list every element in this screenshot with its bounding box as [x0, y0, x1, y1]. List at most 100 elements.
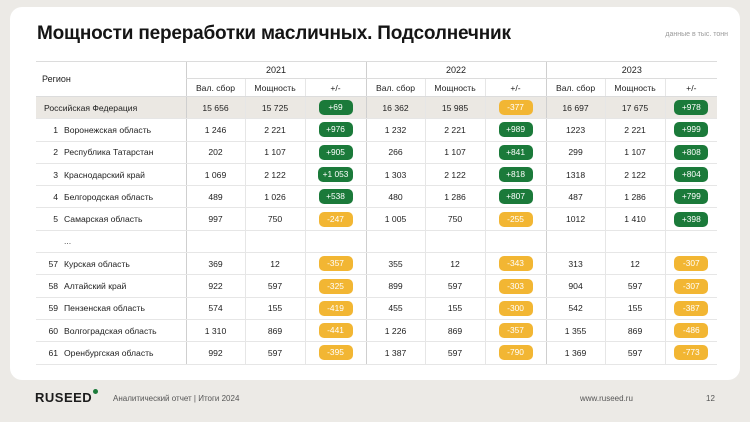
gross-cell: 1 310: [185, 319, 245, 343]
gross-cell: 16 697: [545, 96, 606, 120]
surplus-badge: +807: [498, 189, 533, 205]
empty-cell: [304, 230, 367, 254]
table-row: 4 Белгородская область 489 1 026 +538 480 1 28…: [36, 185, 718, 209]
gross-cell: 202: [185, 141, 245, 164]
gross-cell: 480: [365, 185, 426, 209]
region-cell: 5 Самарская область: [36, 207, 186, 231]
total-row: Российская Федерация 15 656 15 725 +69 16 36…: [36, 96, 718, 120]
surplus-badge: +978: [674, 100, 709, 116]
diff-cell: -357: [484, 319, 547, 343]
region-name: Волгоградская область: [64, 325, 157, 336]
gross-cell: 455: [365, 297, 426, 320]
gross-cell: 992: [185, 341, 245, 365]
capacity-cell: 2 221: [244, 118, 305, 142]
rank-number: 2: [53, 147, 58, 158]
diff-cell: -300: [484, 297, 547, 320]
deficit-badge: -247: [318, 211, 353, 227]
region-name: Пензенская область: [64, 303, 145, 314]
diff-cell: -325: [304, 274, 367, 298]
footer-url-link[interactable]: www.ruseed.ru: [580, 394, 633, 403]
capacity-cell: 12: [604, 252, 666, 276]
sub-header-capacity: Мощность: [244, 78, 305, 97]
sub-header-diff: +/-: [304, 78, 367, 97]
deficit-badge: -307: [674, 278, 709, 294]
capacity-cell: 15 985: [424, 96, 486, 120]
gross-cell: 1 226: [365, 319, 426, 343]
rank-number: 3: [53, 169, 58, 180]
diff-cell: -790: [484, 341, 547, 365]
table-row: 1 Воронежская область 1 246 2 221 +976 1 232 2…: [36, 118, 718, 142]
gross-cell: 1 303: [365, 163, 426, 187]
diff-cell: +905: [304, 141, 367, 164]
table-row: 59 Пензенская область 574 155 -419 455 155 -300…: [36, 297, 718, 320]
capacity-cell: 597: [424, 341, 486, 365]
surplus-badge: +999: [674, 122, 709, 138]
capacity-cell: 597: [244, 274, 305, 298]
sub-header-capacity: Мощность: [604, 78, 666, 97]
diff-cell: +818: [484, 163, 547, 187]
capacity-cell: 12: [424, 252, 486, 276]
slide-card: Мощности переработки масличных. Подсолне…: [10, 7, 740, 380]
diff-cell: -357: [304, 252, 367, 276]
rank-number: 1: [53, 124, 58, 135]
deficit-badge: -419: [318, 300, 353, 316]
capacity-table: Регион 2021 2022 2023 Вал. сбор Мощность…: [36, 61, 718, 365]
region-cell: 58 Алтайский край: [36, 274, 186, 298]
gross-cell: 997: [185, 207, 245, 231]
capacity-cell: 155: [604, 297, 666, 320]
rank-number: 4: [53, 191, 58, 202]
capacity-cell: 1 107: [604, 141, 666, 164]
diff-cell: -395: [304, 341, 367, 365]
region-name: Краснодарский край: [64, 169, 145, 180]
surplus-badge: +818: [498, 167, 533, 183]
gross-cell: 16 362: [365, 96, 426, 120]
diff-cell: +799: [664, 185, 718, 209]
region-cell: 2 Республика Татарстан: [36, 141, 186, 164]
diff-cell: -247: [304, 207, 367, 231]
region-name: Курская область: [64, 258, 130, 269]
diff-cell: -255: [484, 207, 547, 231]
gross-cell: 1 069: [185, 163, 245, 187]
capacity-cell: 1 286: [604, 185, 666, 209]
deficit-badge: -486: [674, 323, 709, 339]
sub-header-diff: +/-: [664, 78, 718, 97]
region-header: Регион: [36, 61, 186, 97]
region-name: Белгородская область: [64, 191, 154, 202]
capacity-cell: 2 122: [244, 163, 305, 187]
ellipsis-cell: ...: [36, 230, 186, 254]
empty-cell: [664, 230, 718, 254]
deficit-badge: -441: [318, 323, 353, 339]
region-name: Алтайский край: [64, 281, 127, 292]
rank-number: 57: [48, 258, 58, 269]
empty-cell: [424, 230, 486, 254]
year-header-2021: 2021: [185, 61, 367, 79]
region-cell: 57 Курская область: [36, 252, 186, 276]
gross-cell: 266: [365, 141, 426, 164]
gross-cell: 15 656: [185, 96, 245, 120]
region-name: Самарская область: [64, 214, 143, 225]
diff-cell: -773: [664, 341, 718, 365]
diff-cell: +808: [664, 141, 718, 164]
diff-cell: -387: [664, 297, 718, 320]
gross-cell: 1 232: [365, 118, 426, 142]
gross-cell: 1223: [545, 118, 606, 142]
region-cell: 60 Волгоградская область: [36, 319, 186, 343]
gross-cell: 487: [545, 185, 606, 209]
region-name: Оренбургская область: [64, 347, 154, 358]
capacity-cell: 2 122: [424, 163, 486, 187]
capacity-cell: 17 675: [604, 96, 666, 120]
table-body: Российская Федерация 15 656 15 725 +69 16 36…: [36, 96, 718, 365]
empty-cell: [365, 230, 426, 254]
surplus-badge: +69: [318, 100, 353, 116]
diff-cell: -307: [664, 252, 718, 276]
diff-cell: -419: [304, 297, 367, 320]
diff-cell: -303: [484, 274, 547, 298]
year-header-2023: 2023: [545, 61, 718, 79]
deficit-badge: -790: [498, 345, 533, 361]
table-row: 2 Республика Татарстан 202 1 107 +905 266 1 10…: [36, 141, 718, 164]
gross-cell: 489: [185, 185, 245, 209]
diff-cell: -343: [484, 252, 547, 276]
capacity-cell: 750: [244, 207, 305, 231]
gross-cell: 899: [365, 274, 426, 298]
capacity-cell: 750: [424, 207, 486, 231]
